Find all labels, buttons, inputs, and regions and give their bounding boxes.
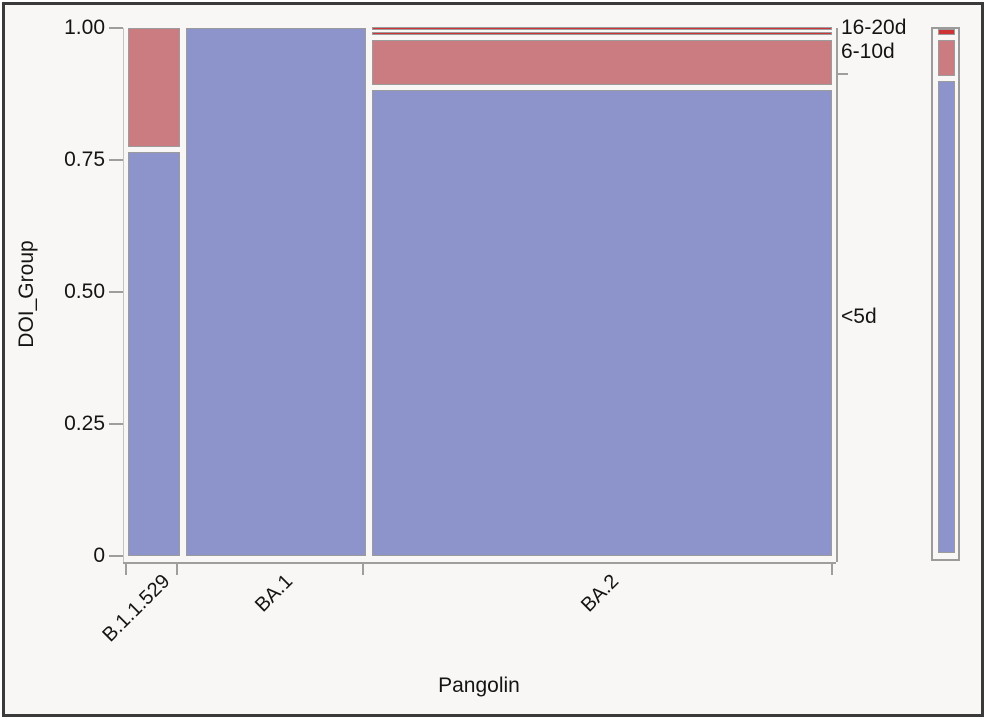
x-tick-mark [176, 562, 179, 575]
x-tick-mark [124, 562, 127, 575]
col-BA.2-segment-6-10d[interactable] [371, 40, 832, 86]
y-tick-mark [109, 290, 123, 293]
y-tick-mark [109, 158, 123, 161]
y-tick-label: 0.75 [64, 147, 105, 171]
y-axis-line [123, 27, 124, 562]
y-tick-label: 0 [93, 544, 105, 567]
x-axis-title: Pangolin [438, 674, 520, 697]
col-BA.2-segment-16-20d[interactable] [371, 27, 832, 31]
overall-segment-6-10d[interactable] [938, 39, 955, 76]
x-axis-line [123, 562, 836, 564]
overall-distribution-box [931, 27, 960, 561]
y-tick-label: 0.50 [64, 279, 105, 303]
right-label-<5d: <5d [841, 305, 877, 328]
y-tick-label: 1.00 [64, 15, 105, 39]
right-label-16-20d: 16-20d [841, 16, 907, 39]
right-label-6-10d: 6-10d [841, 40, 895, 63]
x-tick-mark [830, 562, 833, 575]
y-tick-mark [109, 555, 123, 557]
col-BA.2-segment-<5d[interactable] [371, 90, 832, 556]
col-BA.2-segment-(unlabeled)[interactable] [371, 32, 832, 36]
right-axis-line [836, 27, 838, 562]
y-tick-mark [109, 422, 123, 425]
right-axis-tick [836, 73, 848, 75]
overall-segment-<5d[interactable] [938, 80, 955, 553]
col-B.1.1.529-segment-<5d[interactable] [128, 151, 180, 556]
y-tick-label: 0.25 [64, 411, 105, 435]
overall-segment-16-20d[interactable] [938, 28, 955, 35]
y-tick-mark [109, 26, 123, 29]
col-BA.1-segment-<5d[interactable] [185, 27, 366, 556]
col-B.1.1.529-segment-6-10d[interactable] [128, 27, 180, 147]
x-tick-mark [362, 562, 365, 575]
